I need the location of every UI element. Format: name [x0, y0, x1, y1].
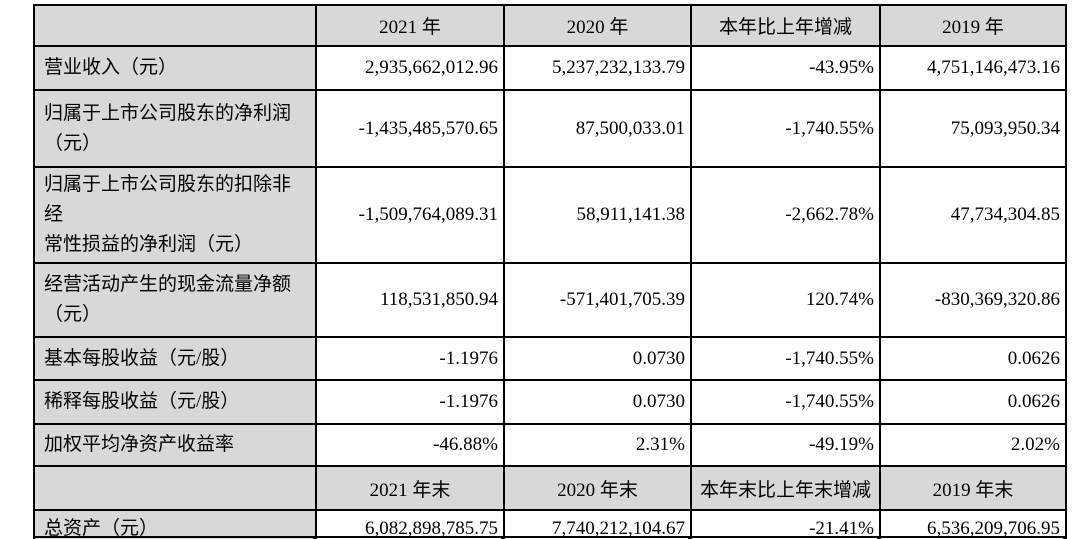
col-header-2021: 2021 年 — [315, 4, 505, 47]
value-cell: 58,911,141.38 — [503, 166, 692, 264]
value-cell: 0.0730 — [503, 379, 692, 425]
value-cell: 0.0730 — [503, 336, 692, 381]
value-cell: -1,740.55% — [690, 379, 881, 425]
table-row-basic-eps: 基本每股收益（元/股） -1.1976 0.0730 -1,740.55% 0.… — [33, 336, 1067, 381]
value-cell: -830,369,320.86 — [879, 262, 1067, 338]
value-cell: -43.95% — [690, 45, 881, 91]
col-header-2020-year-end: 2020 年末 — [503, 465, 692, 511]
table-row-total-assets: 总资产（元） 6,082,898,785.75 7,740,212,104.67… — [33, 509, 1067, 539]
table-row-weighted-avg-roe: 加权平均净资产收益率 -46.88% 2.31% -49.19% 2.02% — [33, 423, 1067, 467]
value-cell: 6,082,898,785.75 — [315, 509, 505, 539]
col-header-yoy-change: 本年比上年增减 — [690, 4, 881, 47]
value-cell: 6,536,209,706.95 — [879, 509, 1067, 539]
value-cell: -2,662.78% — [690, 166, 881, 264]
value-cell: -46.88% — [315, 423, 505, 467]
value-cell: 5,237,232,133.79 — [503, 45, 692, 91]
value-cell: 2.31% — [503, 423, 692, 467]
corner-blank-cell — [33, 465, 317, 511]
value-cell: -21.41% — [690, 509, 881, 539]
row-label: 归属于上市公司股东的净利润 （元） — [33, 89, 317, 168]
row-label: 总资产（元） — [33, 509, 317, 539]
value-cell: 4,751,146,473.16 — [879, 45, 1067, 91]
value-cell: 7,740,212,104.67 — [503, 509, 692, 539]
row-label: 稀释每股收益（元/股） — [33, 379, 317, 425]
table-row-revenue: 营业收入（元） 2,935,662,012.96 5,237,232,133.7… — [33, 45, 1067, 91]
row-label: 归属于上市公司股东的扣除非经 常性损益的净利润（元） — [33, 166, 317, 264]
value-cell: 118,531,850.94 — [315, 262, 505, 338]
row-label: 加权平均净资产收益率 — [33, 423, 317, 467]
col-header-2019-year-end: 2019 年末 — [879, 465, 1067, 511]
value-cell: -49.19% — [690, 423, 881, 467]
financial-summary-table: 2021 年 2020 年 本年比上年增减 2019 年 营业收入（元） 2,9… — [33, 4, 1067, 539]
table-row-diluted-eps: 稀释每股收益（元/股） -1.1976 0.0730 -1,740.55% 0.… — [33, 379, 1067, 425]
value-cell: -1,740.55% — [690, 336, 881, 381]
col-header-2019: 2019 年 — [879, 4, 1067, 47]
table-row-net-profit-excl-nonrecurring: 归属于上市公司股东的扣除非经 常性损益的净利润（元） -1,509,764,08… — [33, 166, 1067, 264]
value-cell: -1,740.55% — [690, 89, 881, 168]
year-end-header-row: 2021 年末 2020 年末 本年末比上年末增减 2019 年末 — [33, 465, 1067, 511]
value-cell: 2.02% — [879, 423, 1067, 467]
value-cell: 0.0626 — [879, 379, 1067, 425]
value-cell: -1,435,485,570.65 — [315, 89, 505, 168]
row-label: 营业收入（元） — [33, 45, 317, 91]
value-cell: 0.0626 — [879, 336, 1067, 381]
row-label: 基本每股收益（元/股） — [33, 336, 317, 381]
table-row-operating-cash-flow: 经营活动产生的现金流量净额 （元） 118,531,850.94 -571,40… — [33, 262, 1067, 338]
value-cell: -1,509,764,089.31 — [315, 166, 505, 264]
corner-blank-cell — [33, 4, 317, 47]
value-cell: 47,734,304.85 — [879, 166, 1067, 264]
table-row-net-profit: 归属于上市公司股东的净利润 （元） -1,435,485,570.65 87,5… — [33, 89, 1067, 168]
value-cell: 120.74% — [690, 262, 881, 338]
annual-header-row: 2021 年 2020 年 本年比上年增减 2019 年 — [33, 4, 1067, 47]
col-header-2020: 2020 年 — [503, 4, 692, 47]
row-label: 经营活动产生的现金流量净额 （元） — [33, 262, 317, 338]
value-cell: 75,093,950.34 — [879, 89, 1067, 168]
col-header-year-end-change: 本年末比上年末增减 — [690, 465, 881, 511]
value-cell: -1.1976 — [315, 336, 505, 381]
value-cell: -1.1976 — [315, 379, 505, 425]
col-header-2021-year-end: 2021 年末 — [315, 465, 505, 511]
value-cell: -571,401,705.39 — [503, 262, 692, 338]
value-cell: 87,500,033.01 — [503, 89, 692, 168]
value-cell: 2,935,662,012.96 — [315, 45, 505, 91]
